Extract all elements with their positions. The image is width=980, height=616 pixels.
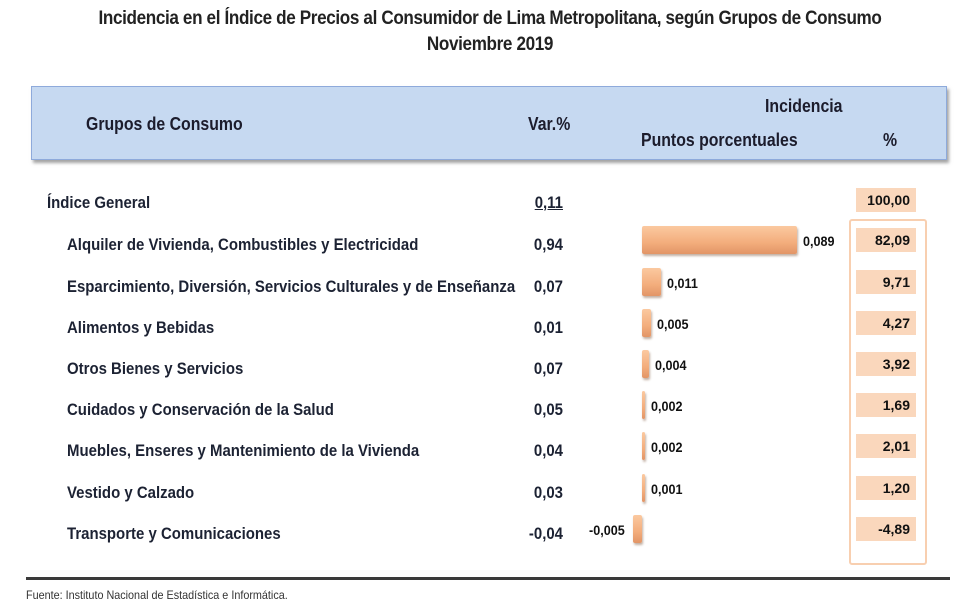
var-value: 0,01 bbox=[533, 318, 563, 337]
general-label: Índice General bbox=[47, 193, 151, 212]
var-value: 0,04 bbox=[533, 441, 563, 460]
bar bbox=[642, 268, 662, 296]
bar-value-label: 0,002 bbox=[651, 439, 684, 455]
bar bbox=[642, 350, 649, 378]
incidencia-pct: 1,20 bbox=[856, 476, 916, 500]
header-incidencia: Incidencia bbox=[765, 96, 843, 116]
category-label: Vestido y Calzado bbox=[67, 483, 195, 502]
category-label: Transporte y Comunicaciones bbox=[67, 524, 281, 543]
category-label: Otros Bienes y Servicios bbox=[67, 359, 244, 378]
footer-rule bbox=[26, 577, 950, 580]
bar bbox=[642, 432, 646, 460]
incidencia-pct: 9,71 bbox=[856, 270, 916, 294]
general-pct: 100,00 bbox=[856, 188, 916, 212]
header-pct: % bbox=[883, 130, 898, 150]
bar-value-label: 0,001 bbox=[651, 481, 683, 497]
bar bbox=[642, 226, 797, 254]
var-value: 0,05 bbox=[533, 400, 563, 419]
var-value: 0,07 bbox=[533, 359, 563, 378]
source-note: Fuente: Instituto Nacional de Estadístic… bbox=[26, 588, 288, 602]
bar-value-label: 0,011 bbox=[667, 275, 698, 291]
bar-value-label: -0,005 bbox=[589, 522, 626, 538]
chart-title: Incidencia en el Índice de Precios al Co… bbox=[98, 8, 882, 29]
chart-subtitle: Noviembre 2019 bbox=[426, 34, 554, 55]
category-label: Alquiler de Vivienda, Combustibles y Ele… bbox=[67, 235, 419, 254]
bar bbox=[633, 515, 642, 543]
category-label: Esparcimiento, Diversión, Servicios Cult… bbox=[67, 277, 516, 296]
bar-value-label: 0,005 bbox=[656, 316, 689, 332]
var-value: 0,94 bbox=[533, 235, 563, 254]
incidencia-pct: -4,89 bbox=[856, 517, 916, 541]
incidencia-pct: 82,09 bbox=[856, 228, 916, 252]
header-var: Var.% bbox=[528, 114, 571, 134]
incidencia-pct: 4,27 bbox=[856, 311, 916, 335]
bar-value-label: 0,004 bbox=[654, 357, 687, 373]
incidencia-pct: 3,92 bbox=[856, 352, 916, 376]
incidencia-pct: 1,69 bbox=[856, 393, 916, 417]
incidencia-pct: 2,01 bbox=[856, 434, 916, 458]
bar-value-label: 0,002 bbox=[651, 398, 684, 414]
pct-frame bbox=[849, 219, 927, 565]
bar-value-label: 0,089 bbox=[803, 233, 835, 249]
bar bbox=[642, 391, 646, 419]
header-groups: Grupos de Consumo bbox=[86, 114, 243, 134]
category-label: Muebles, Enseres y Mantenimiento de la V… bbox=[67, 441, 420, 460]
category-label: Cuidados y Conservación de la Salud bbox=[67, 400, 334, 419]
var-value: -0,04 bbox=[528, 524, 563, 543]
table-header: Grupos de Consumo Var.% Incidencia Punto… bbox=[31, 86, 947, 160]
bar bbox=[642, 474, 645, 502]
header-puntos: Puntos porcentuales bbox=[641, 130, 798, 150]
general-var: 0,11 bbox=[534, 193, 563, 212]
var-value: 0,07 bbox=[533, 277, 563, 296]
category-label: Alimentos y Bebidas bbox=[67, 318, 215, 337]
var-value: 0,03 bbox=[533, 483, 563, 502]
bar bbox=[642, 309, 651, 337]
